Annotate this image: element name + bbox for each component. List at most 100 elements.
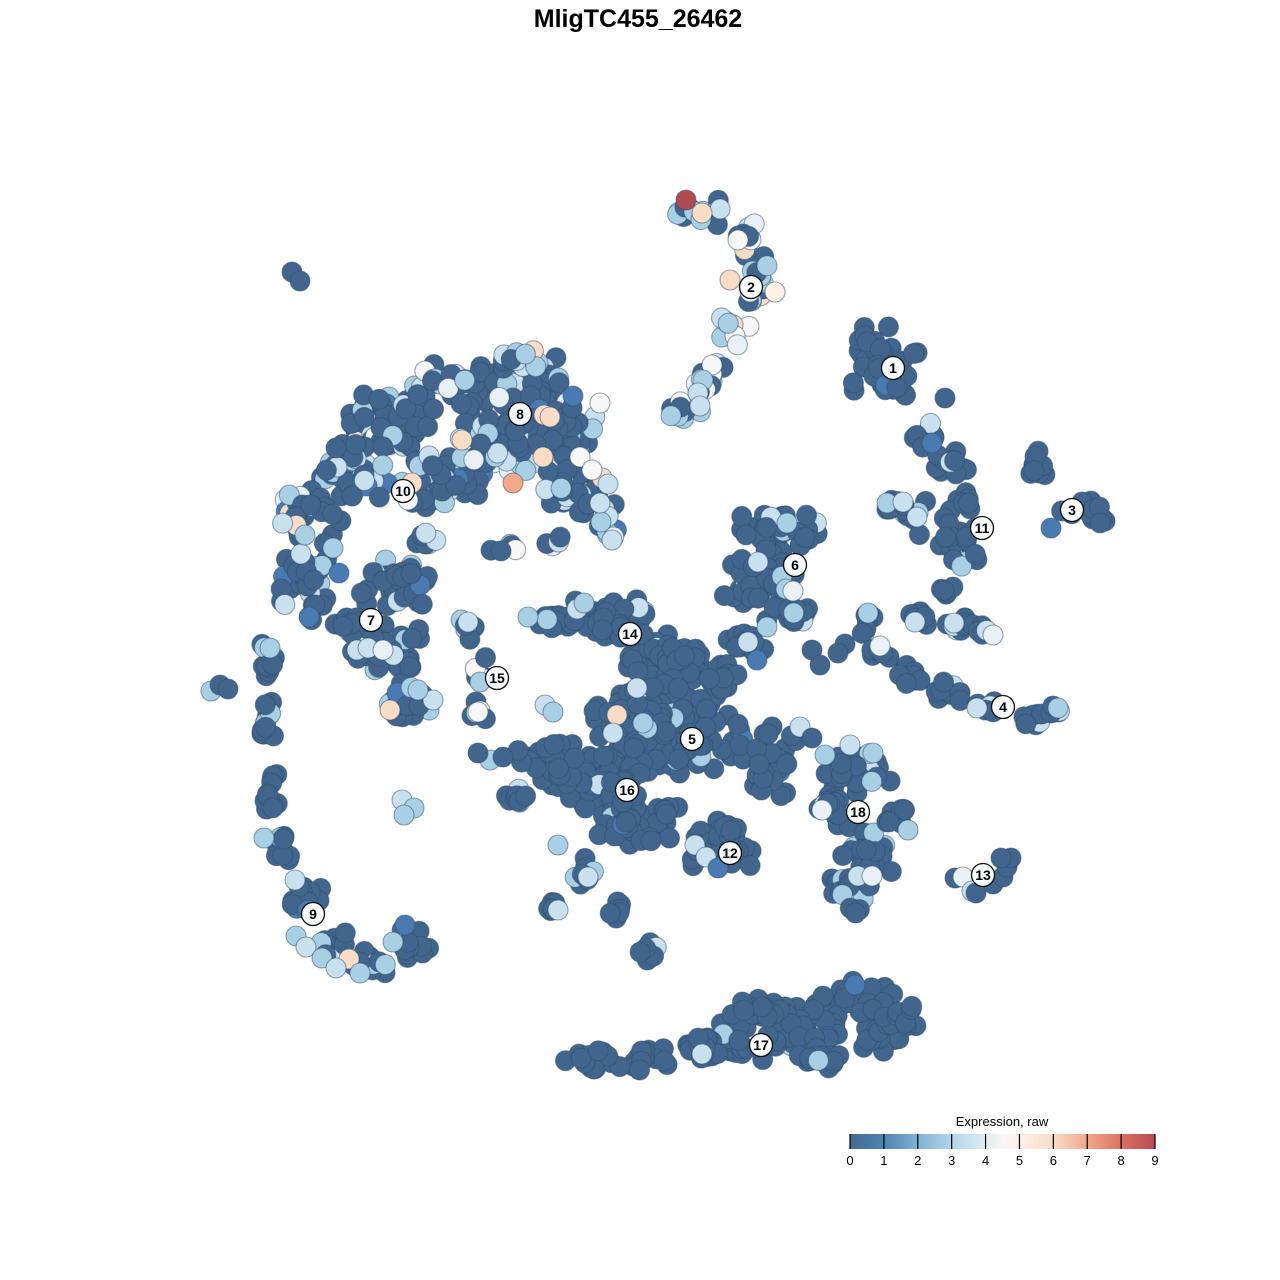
cluster-label-text: 11 (975, 520, 990, 536)
data-point (562, 385, 584, 407)
cluster-label-13: 13 (970, 862, 996, 888)
cluster-label-3: 3 (1059, 497, 1085, 523)
data-point (372, 436, 394, 458)
data-point (764, 281, 786, 303)
data-point (457, 611, 479, 633)
cluster-label-circle (969, 515, 995, 541)
data-point (655, 721, 677, 743)
legend-colorbar (850, 1134, 1155, 1149)
data-point (532, 446, 554, 468)
data-point (964, 543, 986, 565)
data-point (274, 593, 296, 616)
data-point (748, 753, 770, 775)
data-point (345, 434, 367, 456)
data-point (488, 386, 510, 409)
data-point (660, 405, 682, 427)
legend-tick-label: 7 (1084, 1153, 1091, 1168)
cluster-label-14: 14 (617, 621, 643, 647)
data-point (827, 642, 849, 664)
cluster-label-circle (990, 694, 1016, 720)
data-point (861, 770, 883, 792)
data-point (755, 516, 777, 538)
data-point (667, 677, 690, 699)
data-point (735, 524, 757, 546)
data-point (855, 839, 877, 861)
cluster-label-circle (782, 552, 808, 578)
data-point (334, 922, 356, 944)
data-point (908, 524, 930, 546)
cluster-label-text: 5 (688, 731, 696, 747)
cluster-label-4: 4 (990, 694, 1016, 720)
data-point (417, 416, 439, 438)
cluster-label-2: 2 (738, 274, 764, 300)
cluster-label-text: 12 (722, 845, 738, 861)
cluster-label-text: 7 (367, 612, 375, 628)
data-point (253, 827, 275, 849)
data-point (814, 744, 836, 766)
cluster-label-circle (390, 478, 416, 504)
cluster-label-9: 9 (300, 901, 326, 927)
data-point (655, 803, 677, 825)
data-point (615, 811, 637, 833)
cluster-label-text: 18 (850, 804, 866, 820)
data-point (892, 491, 914, 513)
data-point (289, 270, 311, 292)
data-point (368, 486, 390, 508)
data-point (906, 506, 928, 528)
data-point (451, 429, 473, 451)
data-point (628, 1059, 651, 1081)
data-point (1040, 517, 1062, 539)
data-point (547, 899, 569, 921)
data-point (295, 936, 317, 958)
cluster-label-6: 6 (782, 552, 808, 578)
data-point (658, 827, 681, 849)
cluster-label-text: 4 (999, 699, 1007, 715)
data-point (321, 503, 344, 525)
data-point (944, 450, 966, 472)
data-point (904, 611, 926, 633)
data-point (284, 869, 306, 891)
data-point (589, 492, 611, 514)
cluster-label-text: 13 (975, 867, 991, 883)
data-point (601, 529, 623, 551)
cluster-label-15: 15 (484, 665, 510, 691)
data-point (547, 834, 569, 856)
data-point (401, 627, 423, 650)
data-point (733, 999, 755, 1021)
data-point (315, 459, 337, 481)
legend-tick-label: 4 (982, 1153, 989, 1168)
data-point (353, 406, 375, 428)
data-point (569, 446, 591, 468)
data-point (422, 398, 445, 420)
data-point (675, 189, 697, 211)
cluster-label-text: 17 (753, 1037, 769, 1053)
data-point (450, 393, 472, 415)
data-point (811, 799, 833, 821)
data-point (737, 631, 759, 653)
data-point (547, 757, 570, 779)
data-point (776, 753, 798, 775)
data-point (902, 342, 925, 365)
data-point (421, 455, 443, 477)
legend-tick-label: 2 (914, 1153, 921, 1168)
data-point (382, 931, 404, 953)
data-point (536, 608, 558, 630)
cluster-label-1: 1 (880, 355, 906, 381)
data-point (394, 914, 416, 936)
data-point (1089, 512, 1111, 534)
data-point (877, 316, 899, 338)
data-point (542, 701, 564, 723)
data-point (590, 511, 612, 533)
cluster-label-circle (679, 726, 705, 752)
data-point (515, 459, 537, 482)
data-point (626, 677, 648, 699)
page-title: MligTC455_26462 (534, 5, 742, 33)
data-point (407, 384, 429, 406)
cluster-label-7: 7 (358, 607, 384, 633)
data-point (599, 902, 621, 924)
data-point (709, 198, 731, 220)
data-point (602, 722, 624, 744)
cluster-label-12: 12 (717, 840, 743, 866)
